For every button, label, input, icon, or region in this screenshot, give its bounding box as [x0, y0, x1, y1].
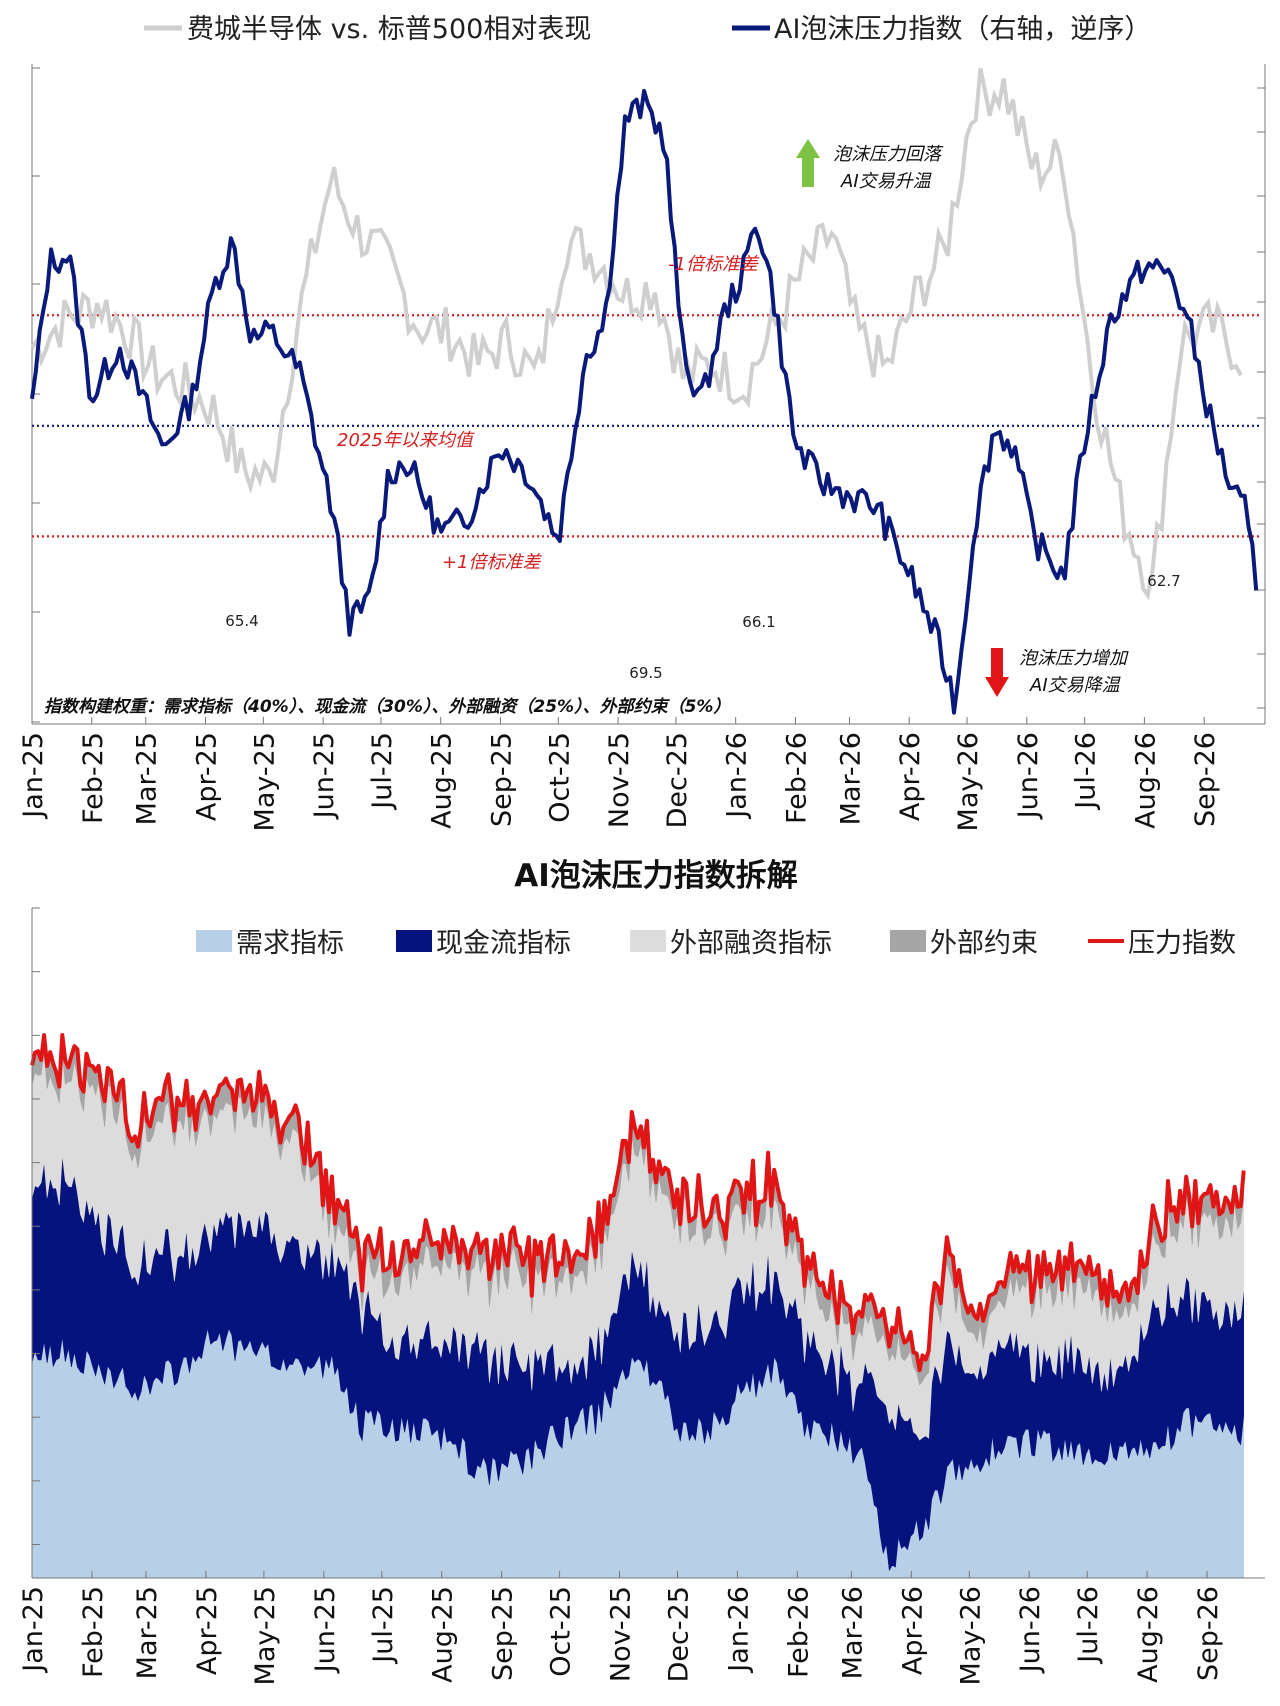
- month-label: Jul-26: [1073, 1586, 1104, 1665]
- month-label: Apr-25: [192, 1586, 223, 1675]
- legend-swatch-cashflow: [396, 930, 432, 952]
- arrow-down-icon: [985, 648, 1009, 697]
- bottom-chart-title: AI泡沫压力指数拆解: [514, 858, 798, 894]
- data-label-69-5: 69.5: [629, 664, 662, 682]
- arrow-up-icon: [796, 139, 820, 187]
- legend-swatch-financing: [630, 930, 666, 952]
- month-label: Sep-25: [486, 732, 517, 827]
- stacked-areas: [31, 1035, 1244, 1579]
- annotation-pressure-rises: 泡沫压力增加: [1019, 648, 1129, 669]
- reference-lines: [32, 314, 1262, 538]
- bottom-legend: 需求指标 现金流指标 外部融资指标 外部约束 压力指数: [196, 928, 1236, 959]
- top-legend: 费城半导体 vs. 标普500相对表现 AI泡沫压力指数（右轴，逆序）: [144, 14, 1151, 45]
- month-label: Mar-25: [132, 732, 163, 825]
- month-label: Jan-26: [722, 732, 753, 820]
- legend-label-semi: 费城半导体 vs. 标普500相对表现: [187, 14, 591, 45]
- data-label-62-7: 62.7: [1147, 572, 1180, 590]
- month-label: Feb-25: [78, 1586, 109, 1678]
- month-label: Mar-26: [837, 1586, 868, 1679]
- month-label: May-26: [953, 732, 984, 831]
- month-label: Jun-25: [309, 732, 340, 820]
- top-month-labels: Jan-25 Feb-25 Mar-25 Apr-25 May-25 Jun-25 Jul-…: [18, 732, 1221, 831]
- month-label: Aug-25: [428, 1586, 459, 1683]
- legend-swatch-demand: [196, 930, 232, 952]
- month-label: Jan-25: [18, 1586, 49, 1674]
- bottom-axes: Jan-25 Feb-25 Mar-25 Apr-25 May-25 Jun-25 Jul-…: [18, 907, 1265, 1685]
- month-label: Apr-26: [895, 732, 926, 821]
- legend-swatch-constraint: [890, 930, 926, 952]
- annotation-plus-1-std: +1倍标准差: [442, 552, 543, 573]
- month-label: Mar-25: [132, 1586, 163, 1679]
- legend-label-constraint: 外部约束: [930, 928, 1038, 959]
- weights-footnote: 指数构建权重：需求指标（40%）、现金流（30%）、外部融资（25%）、外部约束…: [44, 697, 730, 717]
- month-label: Jan-26: [723, 1586, 754, 1674]
- month-label: Oct-25: [544, 732, 575, 823]
- bottom-month-labels: Jan-25 Feb-25 Mar-25 Apr-25 May-25 Jun-25 Jul-…: [18, 1586, 1224, 1685]
- top-right-ticks: [1257, 87, 1265, 709]
- month-label: Oct-25: [546, 1586, 577, 1677]
- month-label: May-25: [250, 1586, 281, 1685]
- month-label: Feb-26: [783, 1586, 814, 1678]
- top-x-ticks: [31, 717, 1205, 724]
- month-label: Jun-25: [310, 1586, 341, 1674]
- top-chart: 费城半导体 vs. 标普500相对表现 AI泡沫压力指数（右轴，逆序） Jan-…: [18, 14, 1266, 831]
- series-line-index: [30, 88, 1259, 715]
- bottom-left-ticks: [32, 907, 40, 1545]
- month-label: Aug-26: [1130, 732, 1161, 829]
- top-axes: Jan-25 Feb-25 Mar-25 Apr-25 May-25 Jun-25 Jul-…: [18, 64, 1266, 831]
- month-label: Jul-25: [368, 1586, 399, 1665]
- month-label: Feb-25: [78, 732, 109, 824]
- month-label: Apr-25: [192, 732, 223, 821]
- annotation-mean: 2025年以来均值: [337, 430, 476, 451]
- month-label: Jul-25: [367, 732, 398, 811]
- month-label: Sep-26: [1193, 1586, 1224, 1681]
- annotation-ai-heats-up: AI交易升温: [840, 171, 933, 192]
- month-label: Jun-26: [1015, 1586, 1046, 1674]
- month-label: Mar-26: [835, 732, 866, 825]
- annotation-ai-cools-down: AI交易降温: [1029, 675, 1122, 696]
- month-label: Dec-25: [663, 1586, 694, 1682]
- series-line-semi: [30, 68, 1243, 601]
- series-line-pressure: [30, 1033, 1246, 1373]
- legend-label-pressure: 压力指数: [1128, 928, 1236, 959]
- legend-label-index: AI泡沫压力指数（右轴，逆序）: [774, 14, 1151, 45]
- month-label: Sep-26: [1190, 732, 1221, 827]
- annotation-pressure-falls: 泡沫压力回落: [833, 144, 944, 165]
- month-label: Dec-25: [662, 732, 693, 828]
- legend-label-cashflow: 现金流指标: [436, 928, 571, 959]
- month-label: Aug-26: [1133, 1586, 1164, 1683]
- bottom-x-ticks: [31, 1571, 1208, 1578]
- annotation-minus-1-std: -1倍标准差: [668, 254, 760, 275]
- month-label: May-25: [249, 732, 280, 831]
- legend-label-financing: 外部融资指标: [670, 928, 832, 959]
- month-label: Sep-25: [488, 1586, 519, 1681]
- month-label: Nov-25: [606, 1586, 637, 1682]
- top-left-ticks: [32, 67, 40, 723]
- month-label: Jan-25: [18, 732, 49, 820]
- data-label-65-4: 65.4: [225, 612, 258, 630]
- month-label: Nov-25: [604, 732, 635, 828]
- month-label: Apr-26: [897, 1586, 928, 1675]
- data-label-66-1: 66.1: [742, 613, 775, 631]
- legend-label-demand: 需求指标: [236, 928, 344, 959]
- month-label: Jun-26: [1013, 732, 1044, 820]
- month-label: Jul-26: [1071, 732, 1102, 811]
- month-label: May-26: [955, 1586, 986, 1685]
- month-label: Aug-25: [427, 732, 458, 829]
- bottom-chart: AI泡沫压力指数拆解 需求指标 现金流指标 外部融资指标 外部约束 压力指数 J…: [18, 858, 1265, 1685]
- month-label: Feb-26: [781, 732, 812, 824]
